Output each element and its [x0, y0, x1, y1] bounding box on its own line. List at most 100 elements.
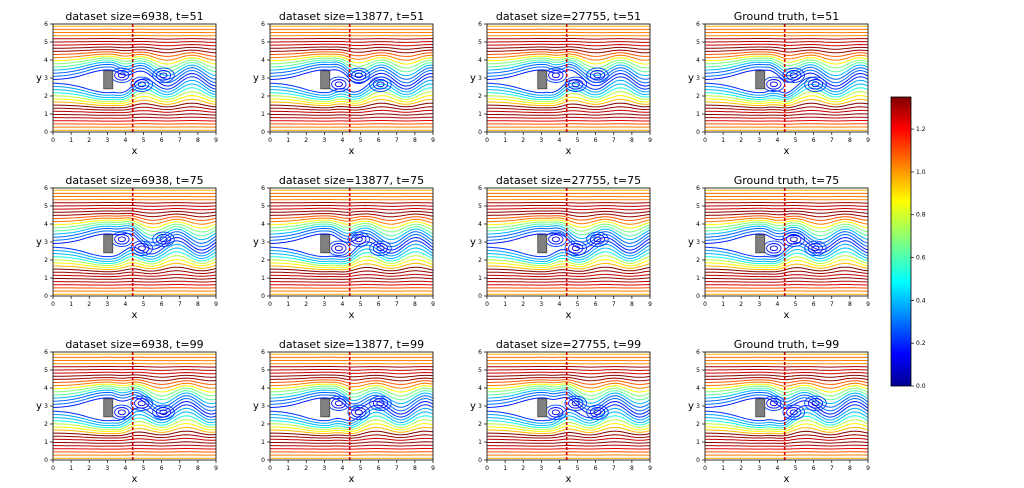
vortex-streamline: [335, 401, 342, 406]
streamline: [270, 214, 433, 217]
streamline: [487, 107, 650, 110]
vortex-streamline: [549, 408, 563, 418]
y-tick-label: 6: [478, 21, 482, 28]
x-tick-label: 7: [612, 301, 616, 308]
vortex-streamline: [355, 410, 362, 415]
y-tick-label: 6: [261, 21, 265, 28]
streamline: [705, 438, 868, 440]
streamline: [53, 271, 216, 274]
x-tick-label: 1: [721, 465, 725, 472]
vortex-streamline: [115, 235, 129, 245]
x-tick-label: 6: [594, 137, 598, 144]
colorbar-tick-label: 0.4: [916, 297, 926, 304]
x-tick-label: 4: [776, 137, 780, 144]
streamline: [53, 244, 216, 259]
x-tick-label: 7: [612, 465, 616, 472]
subplot-title: dataset size=27755, t=99: [496, 338, 641, 351]
x-tick-label: 9: [431, 137, 435, 144]
streamline: [487, 205, 650, 206]
streamlines: [705, 352, 868, 460]
vortex-streamline: [549, 71, 563, 81]
streamline: [270, 47, 433, 49]
y-tick-label: 6: [261, 349, 265, 356]
x-tick-label: 4: [776, 465, 780, 472]
y-tick-label: 3: [696, 75, 700, 82]
streamline: [705, 44, 868, 46]
subplot-title: dataset size=27755, t=75: [496, 174, 641, 187]
streamline: [53, 274, 216, 276]
streamline: [53, 107, 216, 110]
x-tick-label: 6: [594, 301, 598, 308]
y-tick-label: 5: [478, 203, 482, 210]
streamline: [53, 42, 216, 43]
streamline: [705, 278, 868, 280]
x-tick-label: 6: [377, 137, 381, 144]
streamline: [487, 445, 650, 446]
x-tick-label: 5: [576, 301, 580, 308]
y-tick-label: 2: [696, 421, 700, 428]
streamlines: [705, 188, 868, 296]
cylinder-obstacle: [756, 399, 765, 417]
x-tick-label: 7: [178, 465, 182, 472]
y-tick-label: 5: [44, 367, 48, 374]
x-tick-label: 4: [558, 301, 562, 308]
streamlines: [53, 24, 216, 132]
y-tick-label: 4: [44, 57, 48, 64]
x-tick-label: 0: [703, 137, 707, 144]
y-tick-label: 3: [696, 403, 700, 410]
streamline: [270, 42, 433, 43]
y-tick-label: 1: [261, 111, 265, 118]
vortex-streamline: [552, 73, 559, 78]
streamline: [270, 44, 433, 46]
streamline: [53, 435, 216, 438]
x-tick-label: 4: [341, 301, 345, 308]
x-tick-label: 3: [105, 465, 109, 472]
streamline: [705, 445, 868, 446]
x-tick-label: 2: [521, 137, 525, 144]
subplot-title: Ground truth, t=51: [734, 10, 840, 23]
streamline: [53, 367, 216, 368]
vortex-streamline: [115, 408, 129, 418]
streamlines: [487, 352, 650, 460]
cylinder-obstacle: [321, 71, 330, 89]
y-tick-label: 6: [478, 349, 482, 356]
vortex-streamline: [549, 235, 563, 245]
streamline: [53, 203, 216, 204]
vortex-streamline: [552, 410, 559, 415]
x-tick-label: 3: [322, 301, 326, 308]
y-tick-label: 4: [261, 57, 265, 64]
x-tick-label: 4: [124, 137, 128, 144]
streamline: [705, 442, 868, 444]
x-tick-label: 6: [812, 301, 816, 308]
x-tick-label: 6: [812, 465, 816, 472]
x-tick-label: 6: [594, 465, 598, 472]
colorbar-gradient: [891, 97, 911, 386]
x-tick-label: 3: [105, 301, 109, 308]
x-tick-label: 9: [214, 137, 218, 144]
y-axis-label: y: [470, 401, 476, 412]
y-axis-label: y: [36, 401, 42, 412]
y-tick-label: 4: [696, 57, 700, 64]
y-tick-label: 3: [478, 403, 482, 410]
streamline: [705, 206, 868, 207]
y-tick-label: 2: [261, 421, 265, 428]
x-tick-label: 7: [178, 301, 182, 308]
y-tick-label: 4: [261, 385, 265, 392]
colorbar: 0.00.20.40.60.81.01.2: [891, 97, 926, 390]
y-tick-label: 6: [44, 21, 48, 28]
x-tick-label: 5: [142, 301, 146, 308]
subplot-title: dataset size=27755, t=51: [496, 10, 641, 23]
x-axis-label: x: [566, 146, 572, 157]
vortex-streamline: [812, 401, 819, 406]
streamline: [270, 110, 433, 112]
y-tick-label: 5: [478, 367, 482, 374]
streamline: [270, 278, 433, 280]
streamline: [270, 378, 433, 381]
streamline: [53, 110, 216, 112]
x-tick-label: 1: [69, 137, 73, 144]
y-tick-label: 4: [696, 221, 700, 228]
streamline: [705, 375, 868, 377]
x-tick-label: 0: [703, 301, 707, 308]
